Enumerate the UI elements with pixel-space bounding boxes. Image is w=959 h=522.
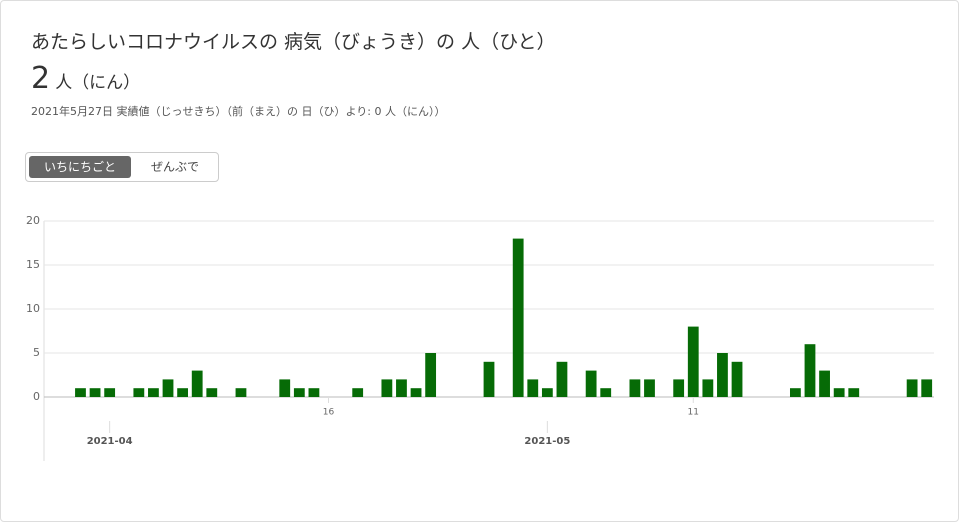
bar xyxy=(541,388,553,397)
bar xyxy=(527,379,539,397)
bar xyxy=(644,379,655,397)
y-tick-label: 15 xyxy=(26,258,40,271)
bar xyxy=(629,379,641,397)
bar xyxy=(75,388,86,397)
note: 2021年5月27日 実績値（じっせきち）（前（まえ）の 日（ひ）より: 0 人… xyxy=(31,105,446,118)
bar xyxy=(308,388,320,397)
bar xyxy=(921,379,933,397)
y-tick-label: 20 xyxy=(26,214,40,227)
bar xyxy=(162,379,174,397)
y-tick-label: 5 xyxy=(33,346,40,359)
bar xyxy=(673,379,685,397)
bar xyxy=(833,388,845,397)
bar xyxy=(279,379,291,397)
bar xyxy=(104,388,116,397)
tab[interactable]: いちにちごと xyxy=(29,156,131,178)
bar xyxy=(819,370,830,397)
y-tick-label: 0 xyxy=(33,390,40,403)
unit: 人（にん） xyxy=(55,73,141,93)
bar xyxy=(191,370,203,397)
chart: 0 5 10 15 20 16 11 2021-04 2021-05 xyxy=(26,214,934,461)
bar xyxy=(425,353,437,397)
bar xyxy=(352,388,364,397)
bar xyxy=(410,388,422,397)
title: あたらしいコロナウイルスの 病気（びょうき）の 人（ひと） xyxy=(31,31,556,53)
bar xyxy=(731,361,743,397)
bar xyxy=(556,361,568,397)
bar xyxy=(396,379,407,397)
bar xyxy=(512,238,524,397)
x-month-label: 2021-05 xyxy=(524,436,570,447)
bar xyxy=(687,326,699,397)
bar xyxy=(206,388,218,397)
bar xyxy=(600,388,612,397)
x-tick-label: 11 xyxy=(688,408,699,418)
count: 2 xyxy=(31,61,51,96)
count-row: 2 人（にん） xyxy=(31,61,140,96)
tabs: いちにちごと ぜんぶで xyxy=(25,152,219,182)
tab[interactable]: ぜんぶで xyxy=(150,160,199,174)
bar xyxy=(133,388,145,397)
x-tick-label: 16 xyxy=(323,408,335,418)
bar xyxy=(585,370,597,397)
bar xyxy=(717,353,728,397)
bar xyxy=(235,388,247,397)
bar xyxy=(148,388,159,397)
bar xyxy=(381,379,393,397)
bar xyxy=(906,379,918,397)
bar xyxy=(89,388,101,397)
bar xyxy=(293,388,305,397)
bar xyxy=(483,361,495,397)
y-tick-label: 10 xyxy=(26,302,40,315)
bar xyxy=(177,388,189,397)
bar xyxy=(804,344,816,397)
bar xyxy=(848,388,860,397)
bar xyxy=(789,388,801,397)
bar xyxy=(702,379,714,397)
x-month-label: 2021-04 xyxy=(87,436,133,447)
